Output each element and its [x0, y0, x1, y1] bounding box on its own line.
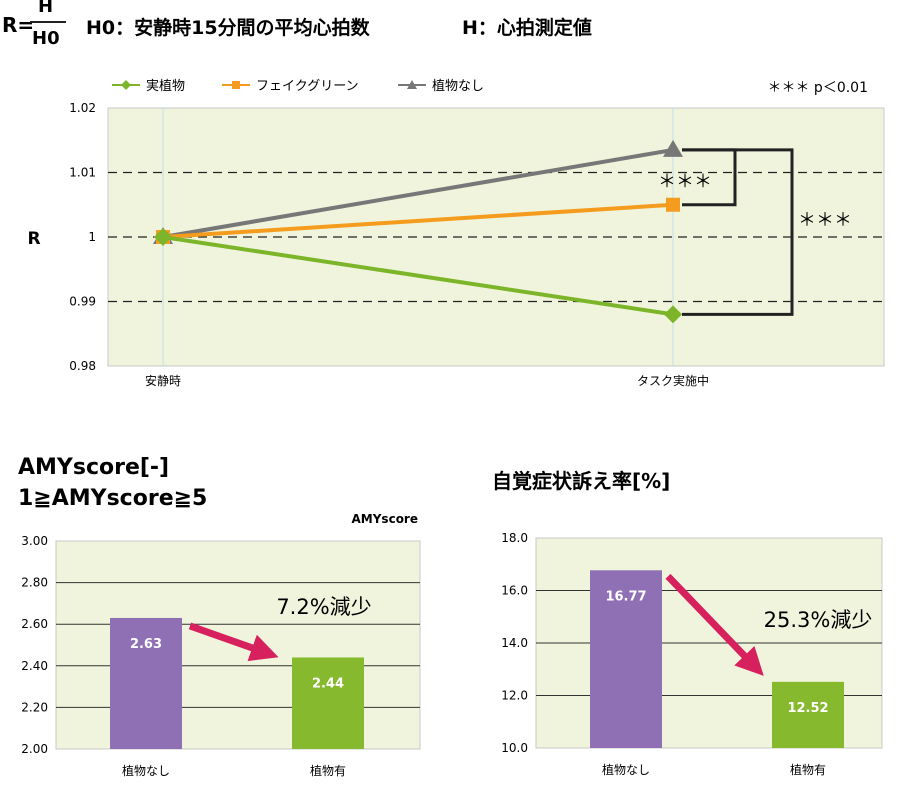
bar-y-tick-label: 2.60: [21, 617, 48, 631]
legend-label-real-plant: 実植物: [146, 78, 185, 94]
amyscore-subtitle: AMYscore: [352, 512, 418, 526]
symptom-rate-bar-chart: 自覚症状訴え率[%] 10.0 12.0 14.0 16.0 18.0 16.77 植物な…: [492, 469, 883, 777]
line-y-tick-label: 1.02: [69, 101, 96, 115]
bar-y-tick-label: 2.20: [21, 700, 48, 714]
bar-0: [590, 570, 662, 748]
line-point-series-2-1: [663, 139, 683, 157]
formula-h0-definition: H0：安静時15分間の平均心拍数: [86, 16, 371, 39]
bar-category-label: 植物なし: [122, 763, 170, 778]
bar-value-label: 2.44: [312, 676, 344, 691]
legend-label-fake-green: フェイクグリーン: [256, 79, 359, 94]
bar-0: [110, 617, 182, 749]
symptom-rate-decrease-arrow: [665, 573, 764, 676]
line-series-0: [162, 235, 674, 317]
legend-marker-real-plant: [121, 80, 131, 90]
line-chart: 0.98 0.99 1 1.01 1.02 安静時 タスク実施中 R 実植物 フェイクグリ…: [27, 78, 885, 388]
amyscore-title-line2: 1≧AMYscore≧5: [18, 486, 207, 511]
bar-category-label: 植物なし: [602, 762, 650, 777]
line-x-tick-label: 安静時: [145, 373, 181, 388]
bar-1: [772, 681, 844, 748]
line-series-2: [162, 147, 674, 239]
line-y-tick-label: 1: [88, 230, 96, 244]
formula-numerator: H: [38, 0, 53, 17]
line-point-series-0-1: [664, 305, 682, 324]
line-point-series-0-0: [154, 228, 172, 246]
significance-bracket-outer: [682, 148, 794, 316]
bar-y-tick-label: 2.40: [21, 659, 48, 673]
formula-h-definition: H：心拍測定値: [462, 16, 592, 39]
bar-1: [292, 657, 364, 749]
line-y-axis-label: R: [27, 229, 40, 249]
amyscore-title-line1: AMYscore[-]: [18, 455, 169, 480]
bar-y-tick-label: 14.0: [501, 636, 528, 650]
bar-value-label: 12.52: [787, 701, 828, 716]
line-y-tick-label: 0.98: [69, 359, 96, 373]
legend-marker-no-plant: [407, 80, 417, 89]
formula-denominator: H0: [32, 28, 60, 49]
symptom-rate-decrease-annotation: 25.3%減少: [764, 608, 873, 632]
bar-y-tick-label: 10.0: [501, 741, 528, 755]
line-y-tick-label: 0.99: [69, 295, 96, 309]
bar-y-tick-label: 12.0: [501, 689, 528, 703]
significance-note: ＊＊＊ p＜0.01: [767, 80, 868, 96]
bar-y-tick-label: 2.00: [21, 742, 48, 756]
significance-mark-outer: ＊＊＊: [798, 210, 852, 231]
line-x-tick-label: タスク実施中: [637, 373, 709, 388]
bar-y-tick-label: 16.0: [501, 584, 528, 598]
amyscore-bar-chart: AMYscore[-] 1≧AMYscore≧5 AMYscore 2.00 2.…: [18, 455, 421, 778]
bar-category-label: 植物有: [790, 762, 826, 777]
line-legend: 実植物 フェイクグリーン 植物なし: [112, 78, 484, 94]
line-series-1: [162, 202, 674, 239]
line-plot-area: [107, 107, 885, 367]
bar-value-label: 2.63: [130, 637, 162, 652]
bar-category-label: 植物有: [310, 763, 346, 778]
legend-label-no-plant: 植物なし: [432, 79, 484, 94]
amyscore-decrease-arrow: [188, 622, 279, 662]
line-point-series-1-1: [666, 197, 680, 212]
amyscore-decrease-annotation: 7.2%減少: [276, 595, 371, 619]
bar-y-tick-label: 2.80: [21, 576, 48, 590]
legend-marker-fake-green: [232, 81, 240, 89]
significance-mark-inner: ＊＊＊: [658, 171, 712, 192]
bar-y-tick-label: 3.00: [21, 534, 48, 548]
symptom-rate-title: 自覚症状訴え率[%]: [492, 469, 670, 493]
bar-y-tick-label: 18.0: [501, 531, 528, 545]
formula-lhs: R=: [2, 13, 34, 37]
formula-header: R= H H0 H0：安静時15分間の平均心拍数 H：心拍測定値: [2, 0, 592, 49]
bar-value-label: 16.77: [605, 589, 646, 604]
line-y-tick-label: 1.01: [69, 166, 96, 180]
